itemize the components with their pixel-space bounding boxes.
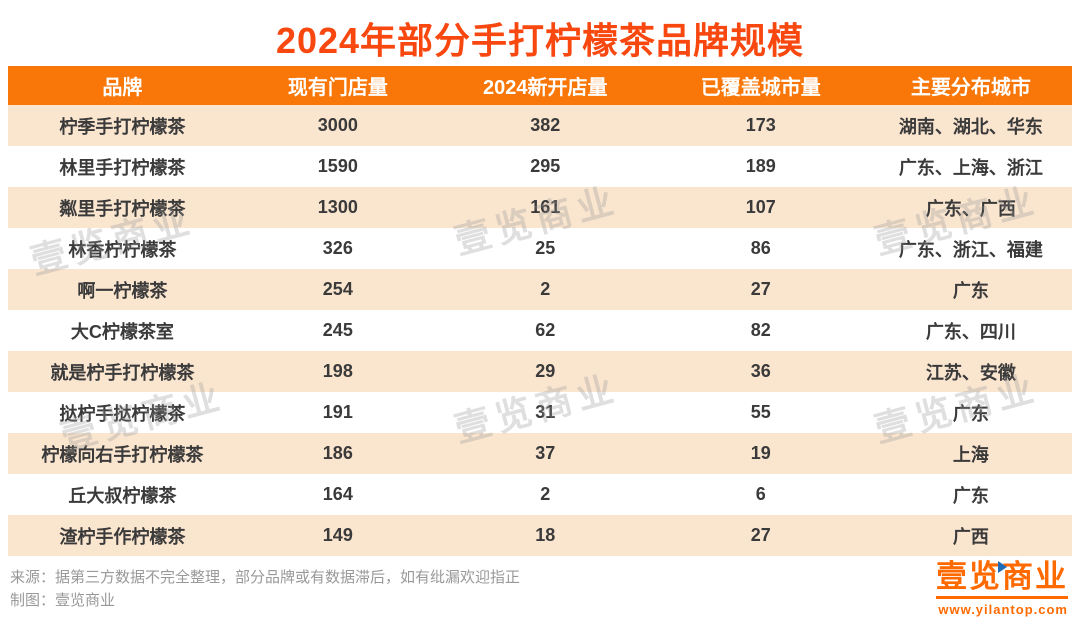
logo-url: www.yilantop.com: [938, 602, 1068, 618]
value-cell: 198: [322, 361, 353, 381]
brand-cell: 啊一柠檬茶: [77, 280, 168, 301]
value-cell: 18: [535, 525, 556, 545]
header-cell: 2024新开店量: [438, 66, 652, 105]
value-cell: 254: [322, 279, 353, 299]
value-cell: 55: [750, 402, 771, 422]
value-cell: 37: [535, 443, 556, 463]
value-cell: 245: [322, 320, 353, 340]
table-row: 柠檬向右手打柠檬茶 186 37 19 上海: [8, 433, 1072, 474]
brand-cell: 林香柠柠檬茶: [68, 239, 177, 260]
brand-cell: 大C柠檬茶室: [70, 321, 174, 342]
table-header: 品牌 现有门店量 2024新开店量 已覆盖城市量 主要分布城市: [8, 66, 1072, 105]
header-cell: 现有门店量: [236, 66, 439, 105]
header-row: 品牌 现有门店量 2024新开店量 已覆盖城市量 主要分布城市: [8, 66, 1072, 105]
table-row: 大C柠檬茶室 245 62 82 广东、四川: [8, 310, 1072, 351]
value-cell: 广东、广西: [925, 198, 1016, 219]
value-cell: 164: [322, 484, 353, 504]
brand-cell: 柠季手打柠檬茶: [59, 116, 186, 137]
value-cell: 82: [750, 320, 771, 340]
value-cell: 3000: [317, 115, 358, 135]
table-container: 品牌 现有门店量 2024新开店量 已覆盖城市量 主要分布城市 柠季手打柠檬茶 3000 3…: [8, 66, 1072, 556]
value-cell: 191: [322, 402, 353, 422]
value-cell: 2: [540, 279, 551, 299]
value-cell: 173: [745, 115, 776, 135]
brand-cell: 渣柠手作柠檬茶: [59, 526, 186, 547]
brand-cell: 挞柠手挞柠檬茶: [59, 403, 186, 424]
header-cell: 已覆盖城市量: [651, 66, 870, 105]
value-cell: 广东: [952, 485, 989, 506]
table-row: 就是柠手打柠檬茶 198 29 36 江苏、安徽: [8, 351, 1072, 392]
logo-text: 壹览商业: [936, 559, 1068, 600]
brand-table: 品牌 现有门店量 2024新开店量 已覆盖城市量 主要分布城市 柠季手打柠檬茶 3000 3…: [8, 66, 1072, 556]
value-cell: 上海: [952, 444, 989, 465]
brand-cell: 林里手打柠檬茶: [59, 157, 186, 178]
table-row: 丘大叔柠檬茶 164 2 6 广东: [8, 474, 1072, 515]
value-cell: 186: [322, 443, 353, 463]
brand-cell: 柠檬向右手打柠檬茶: [41, 444, 204, 465]
brand-logo: 壹览商业 www.yilantop.com: [936, 559, 1068, 618]
value-cell: 107: [745, 197, 776, 217]
credit-note: 制图：壹览商业: [10, 592, 116, 609]
table-row: 林香柠柠檬茶 326 25 86 广东、浙江、福建: [8, 228, 1072, 269]
value-cell: 江苏、安徽: [925, 362, 1016, 383]
header-cell: 主要分布城市: [869, 66, 1072, 105]
value-cell: 湖南、湖北、华东: [898, 116, 1043, 137]
logo-triangle-icon: [998, 561, 1007, 573]
value-cell: 29: [535, 361, 556, 381]
table-row: 林里手打柠檬茶 1590 295 189 广东、上海、浙江: [8, 146, 1072, 187]
value-cell: 广东、四川: [925, 321, 1016, 342]
table-row: 柠季手打柠檬茶 3000 382 173 湖南、湖北、华东: [8, 105, 1072, 146]
value-cell: 2: [540, 484, 551, 504]
value-cell: 广东、上海、浙江: [898, 157, 1043, 178]
value-cell: 25: [535, 238, 556, 258]
value-cell: 161: [530, 197, 561, 217]
brand-cell: 粼里手打柠檬茶: [59, 198, 186, 219]
value-cell: 6: [755, 484, 766, 504]
value-cell: 广西: [952, 526, 989, 547]
value-cell: 326: [322, 238, 353, 258]
header-cell: 品牌: [8, 66, 237, 105]
table-body: 柠季手打柠檬茶 3000 382 173 湖南、湖北、华东林里手打柠檬茶 1590 295 1…: [8, 105, 1072, 556]
page-title: 2024年部分手打柠檬茶品牌规模: [275, 20, 805, 61]
table-row: 挞柠手挞柠檬茶 191 31 55 广东: [8, 392, 1072, 433]
table-row: 渣柠手作柠檬茶 149 18 27 广西: [8, 515, 1072, 556]
brand-cell: 就是柠手打柠檬茶: [50, 362, 195, 383]
value-cell: 1300: [317, 197, 358, 217]
footer-notes: 来源：据第三方数据不完全整理，部分品牌或有数据滞后，如有纰漏欢迎指正 制图：壹览…: [10, 566, 520, 612]
value-cell: 27: [750, 279, 771, 299]
value-cell: 19: [750, 443, 771, 463]
value-cell: 36: [750, 361, 771, 381]
value-cell: 27: [750, 525, 771, 545]
value-cell: 1590: [317, 156, 358, 176]
value-cell: 295: [530, 156, 561, 176]
value-cell: 31: [535, 402, 556, 422]
table-row: 粼里手打柠檬茶 1300 161 107 广东、广西: [8, 187, 1072, 228]
value-cell: 86: [750, 238, 771, 258]
value-cell: 广东: [952, 403, 989, 424]
value-cell: 189: [745, 156, 776, 176]
value-cell: 382: [530, 115, 561, 135]
source-note: 来源：据第三方数据不完全整理，部分品牌或有数据滞后，如有纰漏欢迎指正: [10, 569, 521, 586]
brand-cell: 丘大叔柠檬茶: [68, 485, 177, 506]
value-cell: 62: [535, 320, 556, 340]
value-cell: 广东、浙江、福建: [898, 239, 1043, 260]
table-row: 啊一柠檬茶 254 2 27 广东: [8, 269, 1072, 310]
value-cell: 149: [322, 525, 353, 545]
value-cell: 广东: [952, 280, 989, 301]
